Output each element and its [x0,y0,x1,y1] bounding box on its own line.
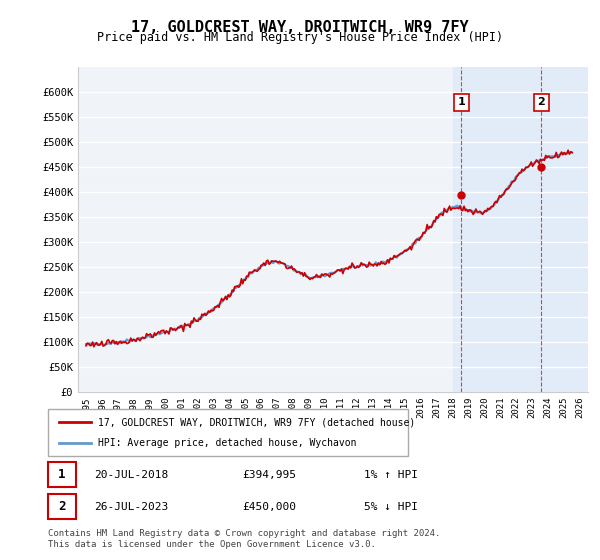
Text: 17, GOLDCREST WAY, DROITWICH, WR9 7FY: 17, GOLDCREST WAY, DROITWICH, WR9 7FY [131,20,469,35]
Text: 5% ↓ HPI: 5% ↓ HPI [364,502,418,511]
FancyBboxPatch shape [48,409,408,456]
Text: £450,000: £450,000 [242,502,296,511]
FancyBboxPatch shape [48,463,76,487]
Text: 17, GOLDCREST WAY, DROITWICH, WR9 7FY (detached house): 17, GOLDCREST WAY, DROITWICH, WR9 7FY (d… [98,417,416,427]
Text: 1: 1 [58,468,65,481]
Text: Contains HM Land Registry data © Crown copyright and database right 2024.
This d: Contains HM Land Registry data © Crown c… [48,529,440,549]
Text: 2: 2 [58,500,65,513]
Text: 1% ↑ HPI: 1% ↑ HPI [364,470,418,479]
Bar [452,67,588,392]
FancyBboxPatch shape [48,494,76,519]
Text: Price paid vs. HM Land Registry's House Price Index (HPI): Price paid vs. HM Land Registry's House … [97,31,503,44]
Text: 26-JUL-2023: 26-JUL-2023 [94,502,168,511]
Text: 20-JUL-2018: 20-JUL-2018 [94,470,168,479]
Text: £394,995: £394,995 [242,470,296,479]
Text: 2: 2 [538,97,545,107]
Text: HPI: Average price, detached house, Wychavon: HPI: Average price, detached house, Wych… [98,438,357,448]
Text: 1: 1 [457,97,465,107]
